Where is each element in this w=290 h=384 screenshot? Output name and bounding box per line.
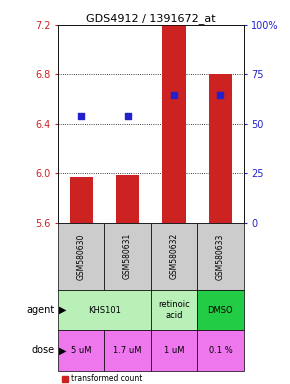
- Legend: transformed count, percentile rank within the sample: transformed count, percentile rank withi…: [62, 374, 200, 384]
- Bar: [162, 25, 186, 223]
- Text: 1.7 uM: 1.7 uM: [113, 346, 142, 355]
- Text: 5 uM: 5 uM: [71, 346, 91, 355]
- Text: GSM580630: GSM580630: [77, 233, 86, 280]
- Bar: [104, 330, 151, 371]
- Bar: [58, 330, 104, 371]
- Bar: [197, 290, 244, 330]
- Bar: [58, 223, 104, 290]
- Text: GSM580631: GSM580631: [123, 233, 132, 280]
- Text: DMSO: DMSO: [208, 306, 233, 314]
- Point: [172, 92, 176, 98]
- Bar: [151, 290, 197, 330]
- Bar: [104, 223, 151, 290]
- Text: GSM580632: GSM580632: [169, 233, 179, 280]
- Text: KHS101: KHS101: [88, 306, 121, 314]
- Text: retinoic
acid: retinoic acid: [158, 300, 190, 320]
- Point: [218, 92, 223, 98]
- Text: agent: agent: [27, 305, 55, 315]
- Bar: [151, 223, 197, 290]
- Text: 1 uM: 1 uM: [164, 346, 184, 355]
- Text: GDS4912 / 1391672_at: GDS4912 / 1391672_at: [86, 13, 215, 24]
- Point: [125, 113, 130, 119]
- Text: GSM580633: GSM580633: [216, 233, 225, 280]
- Bar: [58, 290, 151, 330]
- Text: dose: dose: [32, 345, 55, 356]
- Bar: [197, 330, 244, 371]
- Bar: [116, 174, 139, 223]
- Bar: [70, 177, 93, 223]
- Bar: [197, 223, 244, 290]
- Text: 0.1 %: 0.1 %: [209, 346, 232, 355]
- Bar: [209, 74, 232, 223]
- Text: ▶: ▶: [59, 305, 67, 315]
- Point: [79, 113, 84, 119]
- Text: ▶: ▶: [59, 345, 67, 356]
- Bar: [151, 330, 197, 371]
